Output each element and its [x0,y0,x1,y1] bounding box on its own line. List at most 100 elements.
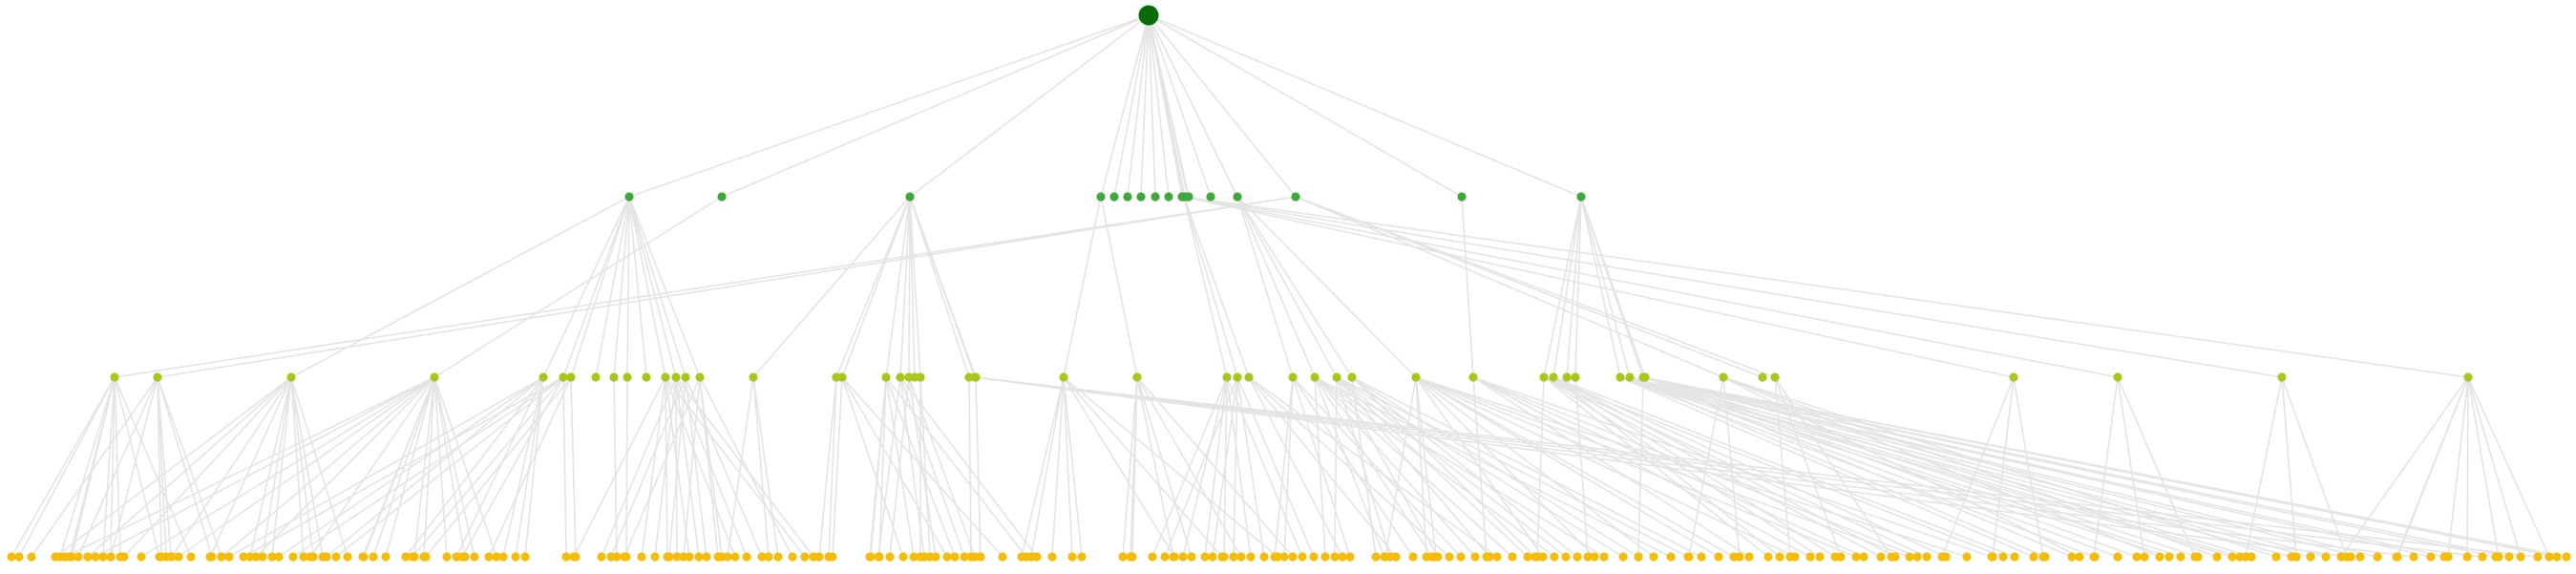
leaf-node[interactable] [1320,552,1330,562]
leaf-node[interactable] [1649,552,1658,562]
leaf-node[interactable] [1859,552,1869,562]
leaf-node[interactable] [224,552,234,562]
leaf-node[interactable] [1470,552,1480,562]
leaf-node[interactable] [2176,552,2185,562]
leaf-node[interactable] [663,552,672,562]
leaf-node[interactable] [2462,552,2472,562]
leaf-node[interactable] [460,552,470,562]
leaf-node[interactable] [865,552,875,562]
leaf-node[interactable] [239,552,248,562]
level-1-node[interactable] [1096,192,1106,202]
level-2-node[interactable] [1132,372,1142,382]
leaf-node[interactable] [1634,552,1643,562]
leaf-node[interactable] [1067,552,1077,562]
leaf-node[interactable] [1381,552,1390,562]
leaf-node[interactable] [2373,552,2382,562]
level-2-node[interactable] [881,372,891,382]
leaf-node[interactable] [2426,552,2436,562]
leaf-node[interactable] [186,552,196,562]
leaf-node[interactable] [1229,552,1238,562]
leaf-node[interactable] [2271,552,2281,562]
leaf-node[interactable] [1077,552,1087,562]
leaf-node[interactable] [885,552,895,562]
leaf-node[interactable] [1160,552,1170,562]
level-2-node[interactable] [661,372,670,382]
level-2-node[interactable] [916,372,925,382]
leaf-node[interactable] [2306,552,2315,562]
leaf-node[interactable] [1391,552,1401,562]
level-2-node[interactable] [1222,372,1232,382]
leaf-node[interactable] [800,552,810,562]
leaf-node[interactable] [401,552,411,562]
leaf-node[interactable] [1775,552,1784,562]
level-2-node[interactable] [1719,372,1728,382]
level-2-node[interactable] [1549,372,1558,382]
level-1-node[interactable] [1164,192,1173,202]
leaf-node[interactable] [2544,552,2554,562]
leaf-node[interactable] [1887,552,1896,562]
leaf-node[interactable] [1279,552,1289,562]
level-2-node[interactable] [1233,372,1242,382]
leaf-node[interactable] [1912,552,1922,562]
leaf-node[interactable] [2516,552,2525,562]
leaf-node[interactable] [1148,552,1157,562]
leaf-node[interactable] [116,552,125,562]
leaf-node[interactable] [1523,552,1532,562]
leaf-node[interactable] [571,552,581,562]
leaf-node[interactable] [2533,552,2543,562]
leaf-node[interactable] [960,552,969,562]
level-2-node[interactable] [591,372,601,382]
level-2-node[interactable] [538,372,548,382]
leaf-node[interactable] [2113,552,2122,562]
leaf-node[interactable] [1599,552,1609,562]
level-2-node[interactable] [1625,372,1635,382]
leaf-node[interactable] [2241,552,2250,562]
leaf-node[interactable] [7,552,16,562]
leaf-node[interactable] [2010,552,2019,562]
leaf-node[interactable] [1618,552,1628,562]
leaf-node[interactable] [757,552,767,562]
level-1-node[interactable] [1177,192,1187,202]
leaf-node[interactable] [2038,552,2048,562]
leaf-node[interactable] [1169,552,1178,562]
level-1-node[interactable] [1136,192,1146,202]
leaf-node[interactable] [318,552,327,562]
leaf-node[interactable] [1697,552,1706,562]
leaf-node[interactable] [672,552,682,562]
level-2-node[interactable] [1758,372,1767,382]
leaf-node[interactable] [824,552,834,562]
leaf-node[interactable] [274,552,284,562]
leaf-node[interactable] [2393,552,2402,562]
leaf-node[interactable] [612,552,622,562]
leaf-node[interactable] [2067,552,2077,562]
level-2-node[interactable] [749,372,758,382]
leaf-node[interactable] [1836,552,1846,562]
leaf-node[interactable] [1714,552,1723,562]
level-2-node[interactable] [286,372,296,382]
leaf-node[interactable] [331,552,341,562]
leaf-node[interactable] [2443,552,2453,562]
leaf-node[interactable] [637,552,646,562]
leaf-node[interactable] [916,552,925,562]
leaf-node[interactable] [1118,552,1128,562]
leaf-node[interactable] [1785,552,1795,562]
leaf-node[interactable] [2140,552,2149,562]
leaf-node[interactable] [1456,552,1466,562]
level-2-node[interactable] [1244,372,1254,382]
level-2-node[interactable] [2113,372,2122,382]
leaf-node[interactable] [442,552,452,562]
leaf-node[interactable] [157,552,166,562]
leaf-node[interactable] [1309,552,1319,562]
leaf-node[interactable] [597,552,606,562]
leaf-node[interactable] [1763,552,1773,562]
leaf-node[interactable] [267,552,277,562]
leaf-node[interactable] [1187,552,1196,562]
level-2-node[interactable] [1638,372,1648,382]
leaf-node[interactable] [258,552,267,562]
leaf-node[interactable] [1876,552,1886,562]
leaf-node[interactable] [1026,552,1036,562]
leaf-node[interactable] [2355,552,2365,562]
leaf-node[interactable] [1200,552,1210,562]
level-2-node[interactable] [1770,372,1780,382]
leaf-node[interactable] [410,552,419,562]
